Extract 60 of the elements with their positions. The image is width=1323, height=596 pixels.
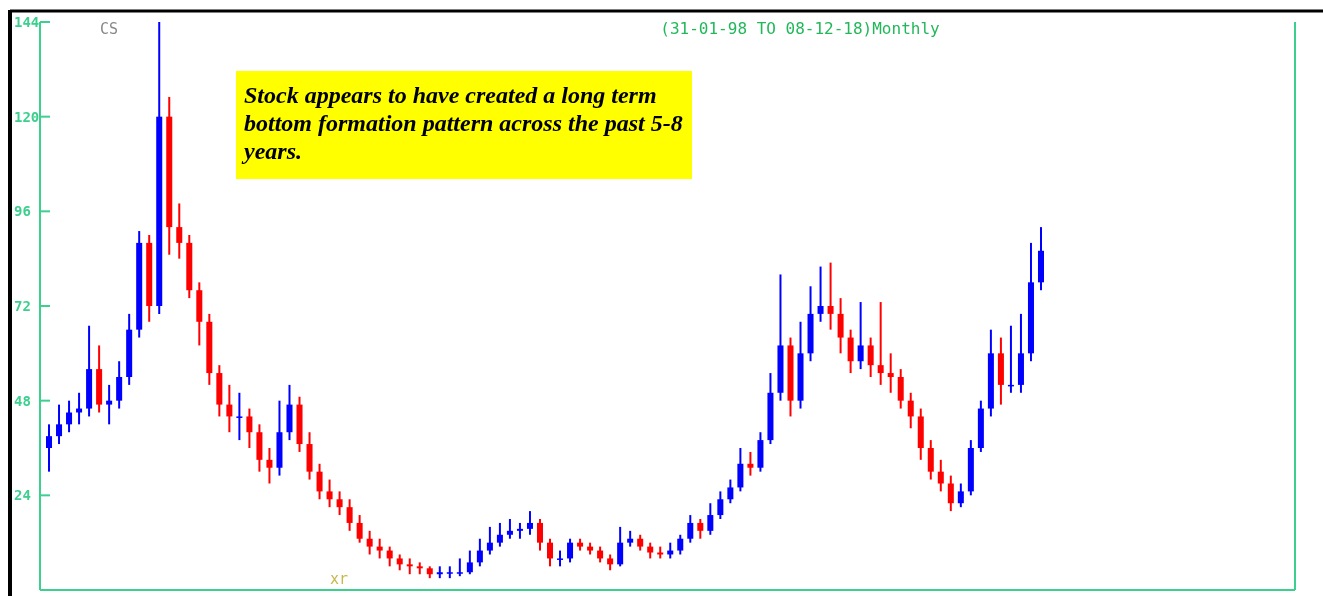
candlestick bbox=[737, 447, 744, 493]
candlestick bbox=[837, 297, 844, 355]
chart-title: (31-01-98 TO 08-12-18)Monthly bbox=[660, 19, 941, 38]
candlestick bbox=[536, 518, 543, 552]
candlestick bbox=[46, 423, 53, 473]
candlestick bbox=[887, 352, 894, 394]
candlestick bbox=[677, 533, 684, 556]
y-tick-label: 72 bbox=[14, 297, 31, 314]
annotation: xr bbox=[330, 570, 349, 588]
candlestick bbox=[847, 328, 854, 375]
candlestick bbox=[617, 525, 624, 568]
candlestick bbox=[466, 549, 473, 576]
candlestick bbox=[827, 261, 834, 331]
candlestick bbox=[346, 498, 353, 532]
candlestick bbox=[717, 490, 724, 520]
candlestick bbox=[316, 462, 323, 501]
candlestick bbox=[176, 202, 183, 260]
candlestick bbox=[857, 301, 864, 371]
candlestick bbox=[496, 521, 503, 548]
candlestick bbox=[927, 439, 934, 481]
candlestick bbox=[957, 482, 964, 509]
candlestick bbox=[106, 383, 113, 426]
candlestick bbox=[687, 514, 694, 544]
candlestick bbox=[116, 360, 123, 410]
candlestick bbox=[547, 537, 554, 568]
candlestick bbox=[937, 458, 944, 493]
candlestick bbox=[366, 529, 373, 556]
candlestick bbox=[907, 391, 914, 430]
candlestick bbox=[897, 368, 904, 410]
candlestick bbox=[506, 518, 513, 540]
y-tick-label: 144 bbox=[14, 13, 40, 30]
candlestick bbox=[336, 490, 343, 517]
candlestick bbox=[486, 525, 493, 556]
candlestick bbox=[567, 537, 574, 564]
candlestick bbox=[226, 383, 233, 434]
y-tick-label: 24 bbox=[14, 487, 31, 504]
candlestick bbox=[817, 265, 824, 323]
y-tick-label: 120 bbox=[14, 108, 40, 125]
candlestick bbox=[326, 478, 333, 509]
candlestick bbox=[376, 537, 383, 560]
candlestick bbox=[947, 474, 954, 513]
annotation: Stock appears to have created a long term bottom formation pattern across the past 5-8 years. bbox=[240, 81, 684, 166]
candlestick bbox=[877, 301, 884, 386]
candlestick bbox=[66, 399, 73, 434]
candlestick bbox=[697, 518, 704, 540]
candlestick bbox=[476, 537, 483, 568]
y-tick-label: 48 bbox=[14, 392, 31, 409]
candlestick bbox=[236, 391, 243, 442]
y-tick-label: 96 bbox=[14, 203, 31, 220]
annotation: CS bbox=[100, 20, 119, 38]
candlestick bbox=[246, 407, 253, 449]
candlestick bbox=[56, 403, 63, 446]
candlestick bbox=[526, 510, 533, 536]
candlestick bbox=[356, 514, 363, 544]
candlestick bbox=[867, 336, 874, 378]
candlestick bbox=[76, 391, 83, 426]
candlestick bbox=[707, 502, 714, 536]
candlestick bbox=[727, 478, 734, 505]
candlestick bbox=[747, 450, 754, 477]
candlestick bbox=[266, 447, 273, 485]
